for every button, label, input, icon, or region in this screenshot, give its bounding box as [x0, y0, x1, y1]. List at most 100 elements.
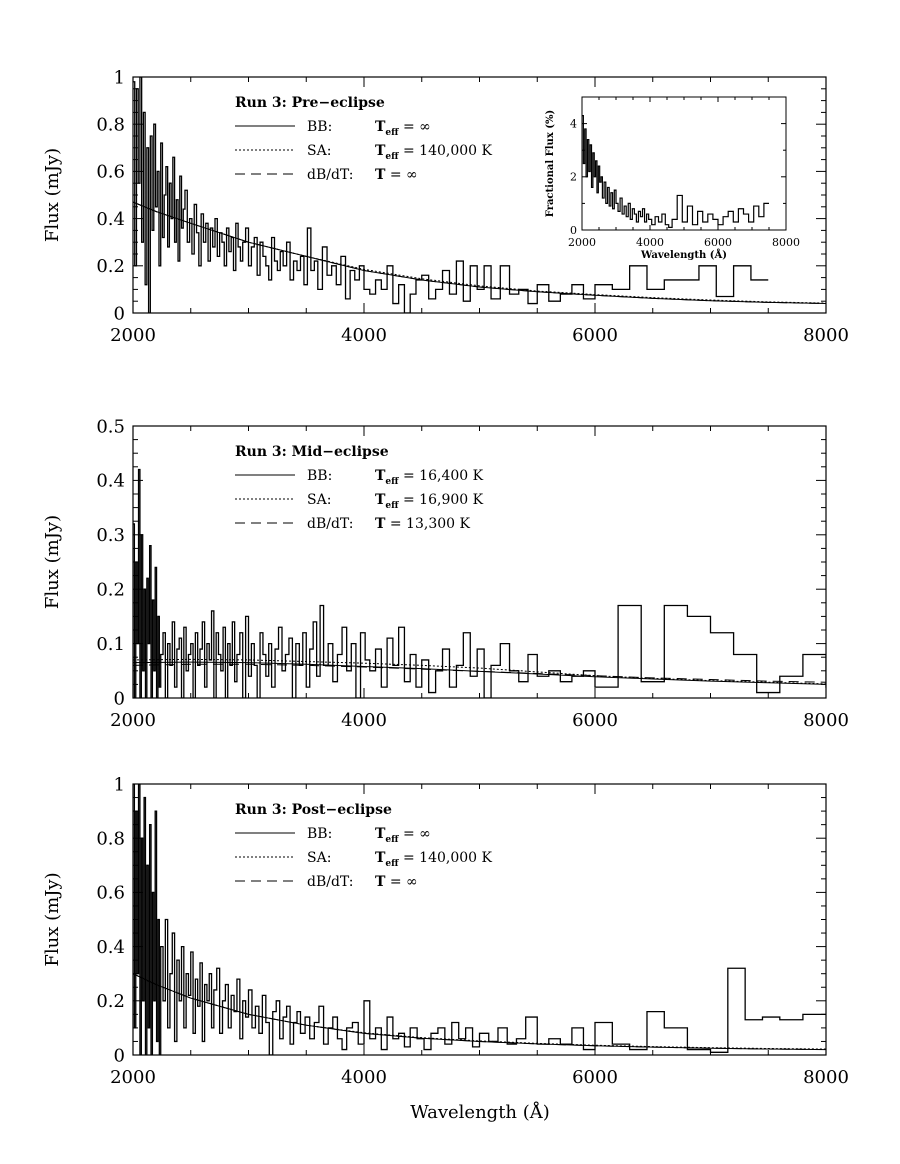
legend-name: SA:	[307, 492, 331, 508]
legend-symbol: T	[375, 143, 386, 159]
legend-subscript: eff	[385, 152, 399, 162]
plot-frame	[132, 783, 827, 1056]
y-tick-label: 0.2	[96, 256, 125, 277]
legend-value: Teff = 16,900 K	[375, 492, 484, 511]
legend-name: dB/dT:	[307, 167, 353, 183]
legend-subscript: eff	[385, 835, 399, 845]
legend-value: T = ∞	[375, 167, 418, 183]
y-tick-label: 0.1	[96, 634, 125, 655]
x-tick-label: 4000	[341, 710, 387, 731]
y-axis-label: Flux (mJy)	[42, 515, 63, 609]
legend-subscript: eff	[385, 128, 399, 138]
inset-chart: 2000 4000 6000 8000 0 2 4 Wavelength (Å) Fractio…	[545, 96, 800, 261]
x-tick-label: 2000	[110, 1067, 156, 1088]
y-tick-label: 0.2	[96, 991, 125, 1012]
y-tick-label: 0.6	[96, 883, 125, 904]
y-tick-label: 0	[114, 1045, 125, 1066]
legend-value-text: = ∞	[399, 119, 431, 135]
inset-y-tick-label: 0	[570, 224, 577, 237]
y-tick-label: 0.8	[96, 829, 125, 850]
legend-value: Teff = ∞	[375, 826, 431, 845]
inset-x-tick-label: 8000	[772, 236, 800, 249]
legend-value-text: = ∞	[385, 167, 417, 183]
x-tick-label: 8000	[803, 710, 849, 731]
inset-y-tick-label: 4	[570, 117, 577, 130]
y-tick-label: 0	[114, 688, 125, 709]
legend-title: Run 3: Mid−eclipse	[235, 444, 389, 460]
inset-x-tick-label: 6000	[704, 236, 732, 249]
legend-value: T = ∞	[375, 874, 418, 890]
bb-model-line	[132, 661, 827, 685]
legend-name: dB/dT:	[307, 874, 353, 890]
x-tick-label: 6000	[572, 325, 618, 346]
x-tick-label: 2000	[110, 325, 156, 346]
legend-value-text: = 13,300 K	[385, 516, 470, 532]
observed-spectrum-line	[133, 468, 826, 698]
observed-spectrum-line	[133, 784, 826, 1055]
legend-subscript: eff	[385, 859, 399, 869]
legend-name: SA:	[307, 850, 331, 866]
y-tick-label: 0.6	[96, 162, 125, 183]
x-axis-label: Wavelength (Å)	[410, 1101, 550, 1123]
x-tick-label: 4000	[341, 1067, 387, 1088]
legend-symbol: T	[375, 874, 386, 890]
x-tick-label: 6000	[572, 1067, 618, 1088]
y-tick-label: 0.3	[96, 525, 125, 546]
legend-value-text: = 16,900 K	[399, 492, 484, 508]
legend-value: Teff = 16,400 K	[375, 468, 484, 487]
legend-symbol: T	[375, 492, 386, 508]
chart-panel-post: 2000 4000 6000 8000 0 0.2 0.4 0.6 0.8 1 Flux (mJy)…	[42, 774, 849, 1088]
legend-name: BB:	[307, 468, 332, 484]
x-tick-label: 4000	[341, 325, 387, 346]
y-tick-label: 0.4	[96, 209, 125, 230]
legend-subscript: eff	[385, 477, 399, 487]
y-axis-label: Flux (mJy)	[42, 148, 63, 242]
legend-name: dB/dT:	[307, 516, 353, 532]
legend-title: Run 3: Post−eclipse	[235, 802, 392, 818]
x-tick-label: 2000	[110, 710, 156, 731]
y-tick-label: 0.2	[96, 580, 125, 601]
legend-value: Teff = 140,000 K	[375, 850, 493, 869]
inset-x-tick-label: 4000	[636, 236, 664, 249]
inset-spectrum-line	[582, 115, 769, 228]
legend-value-text: = 140,000 K	[399, 143, 493, 159]
x-tick-label: 8000	[803, 1067, 849, 1088]
legend-title: Run 3: Pre−eclipse	[235, 95, 385, 111]
y-tick-label: 0.4	[96, 471, 125, 492]
dbdt-model-line	[132, 663, 827, 683]
legend-name: BB:	[307, 119, 332, 135]
dbdt-model-line	[132, 973, 827, 1051]
y-tick-label: 0.4	[96, 937, 125, 958]
y-tick-label: 1	[114, 67, 125, 88]
legend-value: Teff = ∞	[375, 119, 431, 138]
inset-y-axis-label: Fractional Flux (%)	[545, 110, 556, 217]
legend-value: T = 13,300 K	[375, 516, 470, 532]
legend-symbol: T	[375, 850, 386, 866]
legend-symbol: T	[375, 167, 386, 183]
chart-panel-pre: 2000 4000 6000 8000 0 0.2 0.4 0.6 0.8 1 Flux (mJy)…	[42, 67, 849, 346]
inset-x-tick-label: 2000	[568, 236, 596, 249]
legend-value: Teff = 140,000 K	[375, 143, 493, 162]
y-tick-label: 1	[114, 774, 125, 795]
sa-model-line	[132, 201, 827, 304]
legend-name: SA:	[307, 143, 331, 159]
legend-symbol: T	[375, 119, 386, 135]
y-axis-label: Flux (mJy)	[42, 872, 63, 966]
legend-value-text: = ∞	[385, 874, 417, 890]
legend-value-text: = 140,000 K	[399, 850, 493, 866]
observed-spectrum-line	[133, 77, 769, 313]
legend-value-text: = ∞	[399, 826, 431, 842]
legend-symbol: T	[375, 516, 386, 532]
legend-symbol: T	[375, 826, 386, 842]
dbdt-model-line	[132, 201, 827, 305]
inset-y-tick-label: 2	[570, 171, 577, 184]
y-tick-label: 0	[114, 303, 125, 324]
legend-name: BB:	[307, 826, 332, 842]
chart-panel-mid: 2000 4000 6000 8000 0 0.1 0.2 0.3 0.4 0.5 Flux (mJ…	[42, 416, 849, 731]
inset-background	[582, 97, 786, 230]
x-tick-label: 8000	[803, 325, 849, 346]
inset-x-axis-label: Wavelength (Å)	[640, 249, 727, 261]
legend-value-text: = 16,400 K	[399, 468, 484, 484]
x-tick-label: 6000	[572, 710, 618, 731]
